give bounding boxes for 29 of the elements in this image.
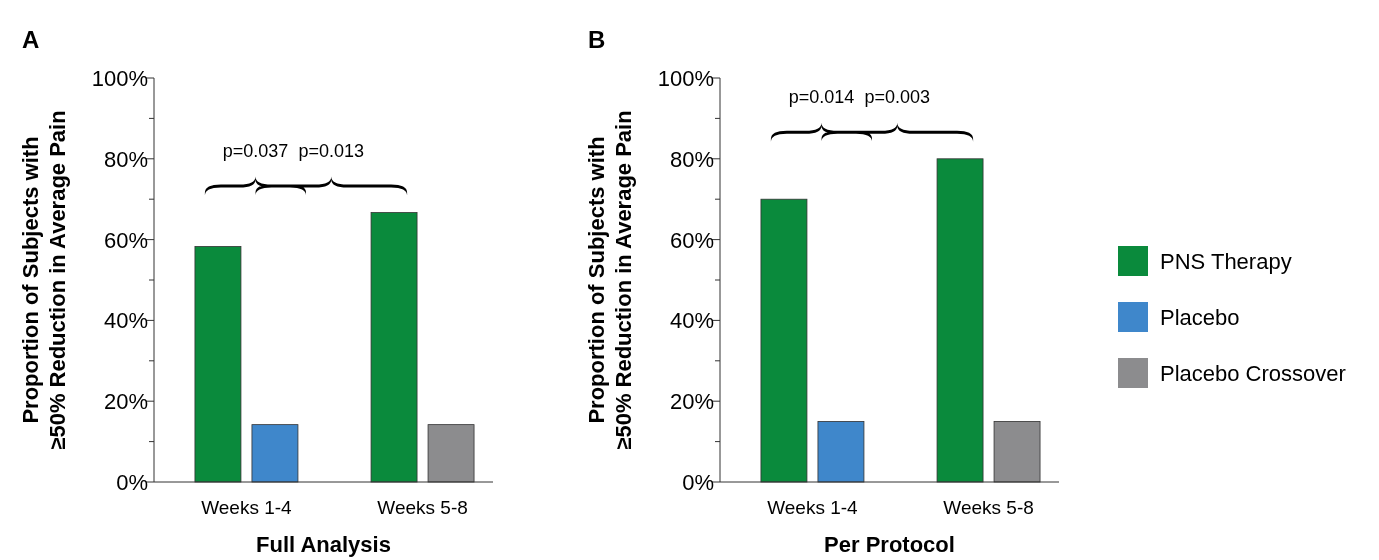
- y-tick-label: 0%: [682, 470, 714, 495]
- y-tick-label: 60%: [669, 227, 714, 253]
- y-tick-label: 0%: [116, 470, 148, 495]
- x-tick-label: Weeks 5-8: [943, 497, 1034, 518]
- y-tick-label: 100%: [91, 66, 148, 91]
- x-axis-title: Full Analysis: [256, 532, 391, 557]
- y-axis-title: Proportion of Subjects with ≥50% Reduction in Average Pain: [584, 110, 636, 450]
- y-tick-label: 80%: [669, 146, 714, 172]
- chart-title: B: [588, 26, 606, 53]
- annotation: p=0.003: [864, 86, 931, 107]
- y-tick-label: 100%: [657, 66, 714, 91]
- annotation: p=0.013: [298, 140, 365, 161]
- x-axis-title: Per Protocol: [824, 532, 955, 557]
- x-tick-label: Weeks 5-8: [377, 497, 468, 518]
- legend-label: PNS Therapy: [1160, 249, 1292, 274]
- y-tick-label: 40%: [103, 308, 148, 334]
- y-tick-label: 80%: [103, 146, 148, 172]
- chart-title: A: [22, 26, 40, 53]
- legend-label: Placebo Crossover: [1160, 361, 1346, 386]
- x-tick-label: Weeks 1-4: [767, 497, 859, 518]
- x-tick-label: Weeks 1-4: [201, 497, 293, 518]
- annotation: p=0.014: [788, 86, 855, 107]
- legend-label: Placebo: [1160, 305, 1240, 330]
- y-tick-label: 60%: [103, 227, 148, 253]
- y-tick-label: 20%: [103, 389, 148, 415]
- annotation: p=0.037: [222, 140, 289, 161]
- y-axis-title: Proportion of Subjects with ≥50% Reduction in Average Pain: [18, 110, 70, 450]
- y-tick-label: 20%: [669, 389, 714, 415]
- y-tick-label: 40%: [669, 308, 714, 334]
